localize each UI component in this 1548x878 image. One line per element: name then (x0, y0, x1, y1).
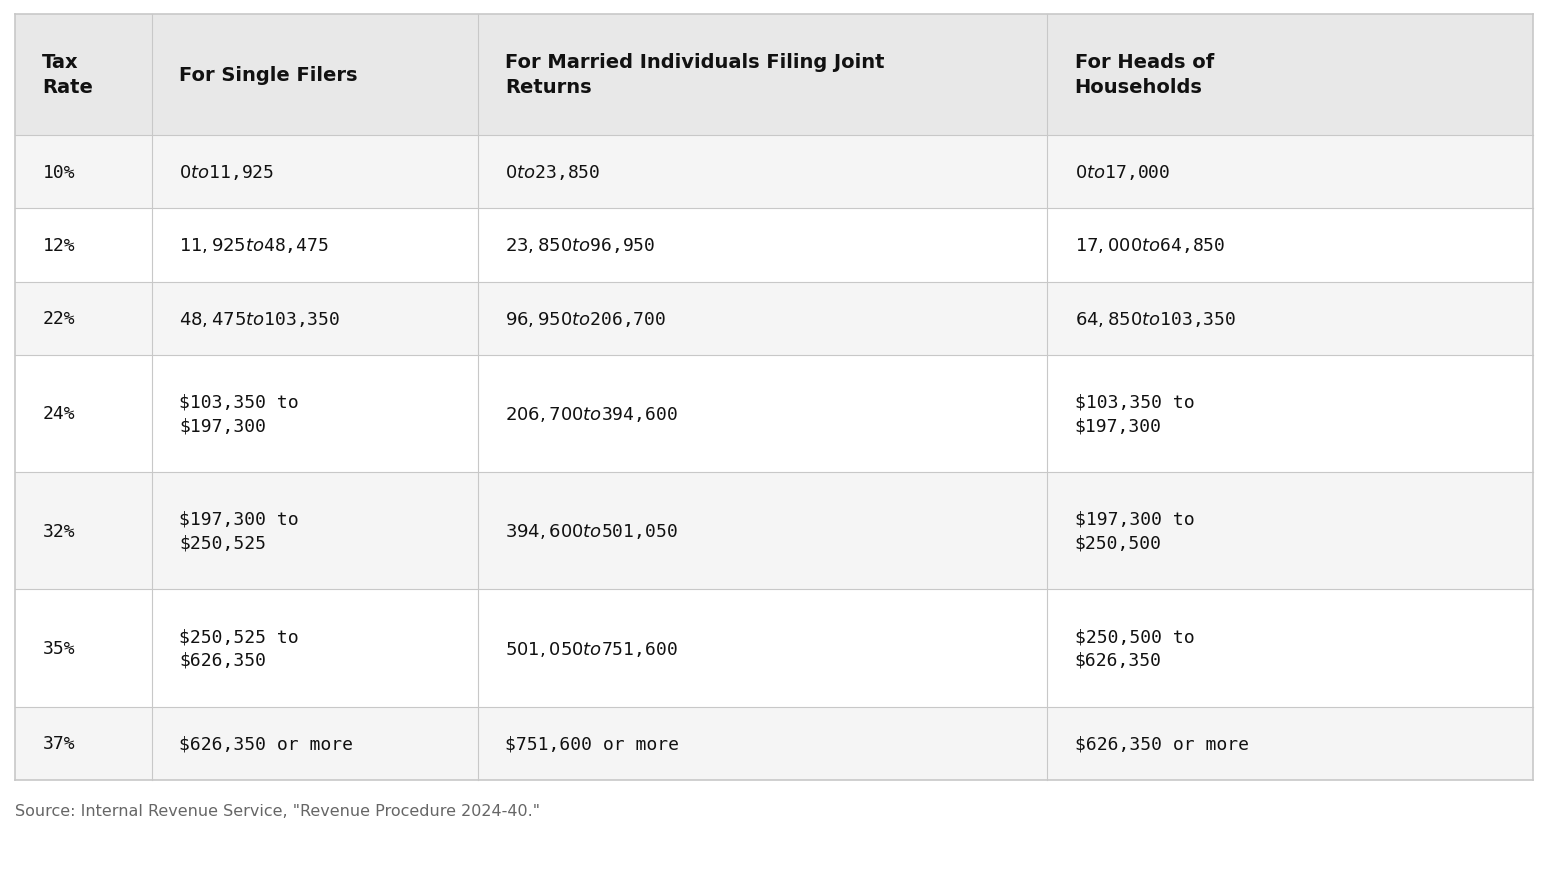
Text: $501,050 to $751,600: $501,050 to $751,600 (505, 639, 678, 658)
Text: $394,600 to $501,050: $394,600 to $501,050 (505, 522, 678, 541)
Text: $23,850 to $96,950: $23,850 to $96,950 (505, 236, 656, 255)
Text: $626,350 or more: $626,350 or more (180, 735, 353, 752)
Text: $197,300 to
$250,525: $197,300 to $250,525 (180, 510, 299, 552)
Text: For Married Individuals Filing Joint
Returns: For Married Individuals Filing Joint Ret… (505, 54, 885, 97)
Text: For Single Filers: For Single Filers (180, 66, 358, 85)
Text: $48,475 to $103,350: $48,475 to $103,350 (180, 309, 341, 328)
Text: $96,950 to $206,700: $96,950 to $206,700 (505, 309, 667, 328)
Text: $197,300 to
$250,500: $197,300 to $250,500 (1074, 510, 1194, 552)
Bar (1048, 209, 1533, 282)
Bar (15, 472, 152, 590)
Text: $103,350 to
$197,300: $103,350 to $197,300 (180, 393, 299, 435)
Text: 24%: 24% (42, 405, 74, 423)
Bar (478, 282, 1048, 356)
Text: 37%: 37% (42, 735, 74, 752)
Bar (15, 356, 152, 472)
Bar (152, 282, 478, 356)
Text: For Heads of
Households: For Heads of Households (1074, 54, 1214, 97)
Text: Tax
Rate: Tax Rate (42, 54, 93, 97)
Bar (15, 282, 152, 356)
Text: 12%: 12% (42, 237, 74, 255)
Bar (15, 136, 152, 209)
Text: $626,350 or more: $626,350 or more (1074, 735, 1249, 752)
Bar (478, 209, 1048, 282)
Bar (1048, 282, 1533, 356)
Bar (152, 136, 478, 209)
Bar (478, 707, 1048, 781)
Text: 10%: 10% (42, 163, 74, 182)
Text: Source: Internal Revenue Service, "Revenue Procedure 2024-40.": Source: Internal Revenue Service, "Reven… (15, 803, 540, 818)
Text: $0 to $11,925: $0 to $11,925 (180, 163, 274, 182)
Bar (1048, 707, 1533, 781)
Text: $17,000 to $64,850: $17,000 to $64,850 (1074, 236, 1224, 255)
Text: $0 to $17,000: $0 to $17,000 (1074, 163, 1170, 182)
Text: $103,350 to
$197,300: $103,350 to $197,300 (1074, 393, 1194, 435)
Bar (15, 15, 152, 136)
Text: $11,925 to $48,475: $11,925 to $48,475 (180, 236, 328, 255)
Text: $206,700 to $394,600: $206,700 to $394,600 (505, 405, 678, 423)
Text: $64,850 to $103,350: $64,850 to $103,350 (1074, 309, 1235, 328)
Text: $250,500 to
$626,350: $250,500 to $626,350 (1074, 628, 1194, 669)
Bar (152, 209, 478, 282)
Text: $751,600 or more: $751,600 or more (505, 735, 680, 752)
Text: $250,525 to
$626,350: $250,525 to $626,350 (180, 628, 299, 669)
Bar (478, 136, 1048, 209)
Text: 32%: 32% (42, 522, 74, 540)
Bar (1048, 136, 1533, 209)
Bar (15, 590, 152, 707)
Bar (15, 707, 152, 781)
Text: $0 to $23,850: $0 to $23,850 (505, 163, 601, 182)
Bar (152, 707, 478, 781)
Text: 35%: 35% (42, 639, 74, 658)
Bar (15, 209, 152, 282)
Text: 22%: 22% (42, 310, 74, 327)
